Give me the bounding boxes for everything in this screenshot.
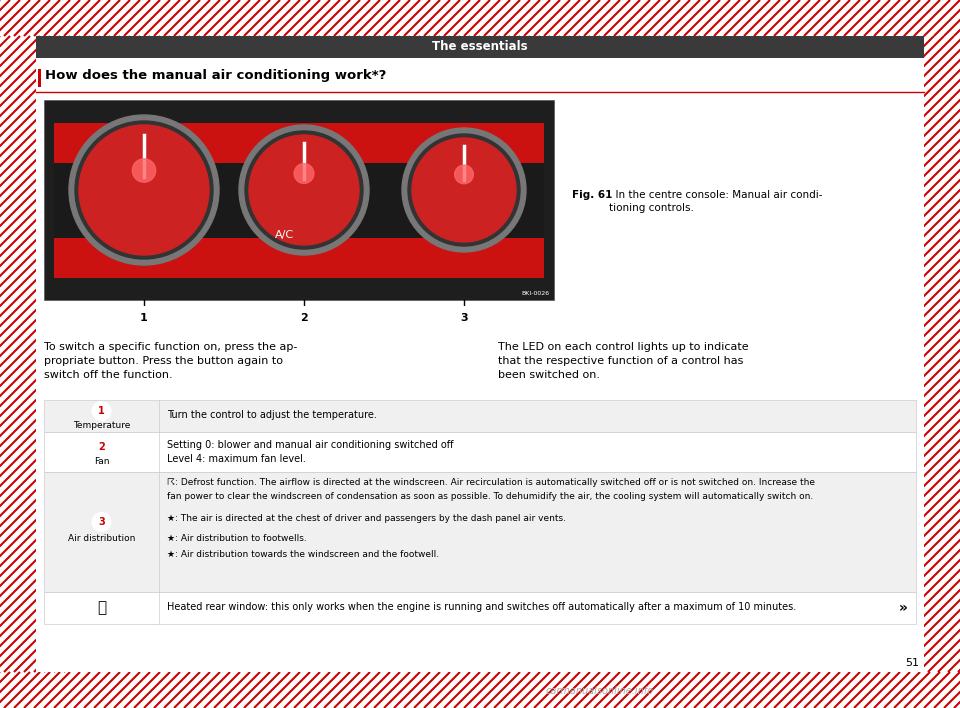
Bar [0,672,960,708]
Text: Fig. 61: Fig. 61 [572,190,612,200]
Bar [0,0,960,36]
Circle shape [132,159,156,182]
Circle shape [92,438,110,456]
Bar [54,163,544,237]
Circle shape [75,121,213,259]
Text: ☈: Defrost function. The airflow is directed at the windscreen. Air recirculatio: ☈: Defrost function. The airflow is dire… [167,478,815,487]
Circle shape [453,307,475,329]
Circle shape [293,307,315,329]
Text: ★: Air distribution to footwells.: ★: Air distribution to footwells. [167,534,307,543]
Bar [0,36,36,672]
Bar [44,432,916,472]
Circle shape [79,125,209,255]
Circle shape [249,135,359,245]
Bar [44,472,916,592]
Text: Setting 0: blower and manual air conditioning switched off
Level 4: maximum fan : Setting 0: blower and manual air conditi… [167,440,453,464]
Text: How does the manual air conditioning work*?: How does the manual air conditioning wor… [45,69,386,82]
Text: »: » [900,601,908,615]
Text: carmanualsonline.info: carmanualsonline.info [546,686,654,696]
Circle shape [239,125,369,255]
Text: Fan: Fan [94,457,109,466]
Circle shape [455,165,473,184]
Bar [38,69,41,87]
Circle shape [69,115,219,265]
Text: 51: 51 [905,658,919,668]
Text: Temperature: Temperature [73,421,131,430]
Text: The essentials: The essentials [432,40,528,54]
Circle shape [408,134,520,246]
Circle shape [402,128,526,252]
Bar [44,592,916,624]
Text: 1: 1 [140,313,148,323]
Text: The LED on each control lights up to indicate
that the respective function of a : The LED on each control lights up to ind… [498,342,749,380]
Bar [36,36,924,58]
Text: 3: 3 [98,517,105,527]
Circle shape [412,138,516,242]
Text: 2: 2 [98,442,105,452]
Bar [36,36,924,672]
Text: In the centre console: Manual air condi-
tioning controls.: In the centre console: Manual air condi-… [609,190,823,213]
Text: 2: 2 [300,313,308,323]
Bar [54,122,544,278]
Circle shape [92,513,110,531]
Text: 1: 1 [98,406,105,416]
Circle shape [294,164,314,183]
Text: A/C: A/C [275,230,294,240]
Circle shape [245,131,363,249]
Text: BKI-0026: BKI-0026 [522,291,550,296]
Text: To switch a specific function on, press the ap-
propriate button. Press the butt: To switch a specific function on, press … [44,342,298,380]
Bar [924,36,960,672]
Circle shape [92,402,110,420]
Text: 3: 3 [460,313,468,323]
Bar [44,400,916,432]
Text: Turn the control to adjust the temperature.: Turn the control to adjust the temperatu… [167,410,377,420]
Text: fan power to clear the windscreen of condensation as soon as possible. To dehumi: fan power to clear the windscreen of con… [167,492,813,501]
Text: ⧧: ⧧ [97,600,106,615]
Text: ★: The air is directed at the chest of driver and passengers by the dash panel a: ★: The air is directed at the chest of d… [167,514,566,523]
Circle shape [133,307,155,329]
Bar [44,100,554,300]
Text: Heated rear window: this only works when the engine is running and switches off : Heated rear window: this only works when… [167,602,796,612]
Text: Air distribution: Air distribution [68,534,135,543]
Text: ★: Air distribution towards the windscreen and the footwell.: ★: Air distribution towards the windscre… [167,550,439,559]
